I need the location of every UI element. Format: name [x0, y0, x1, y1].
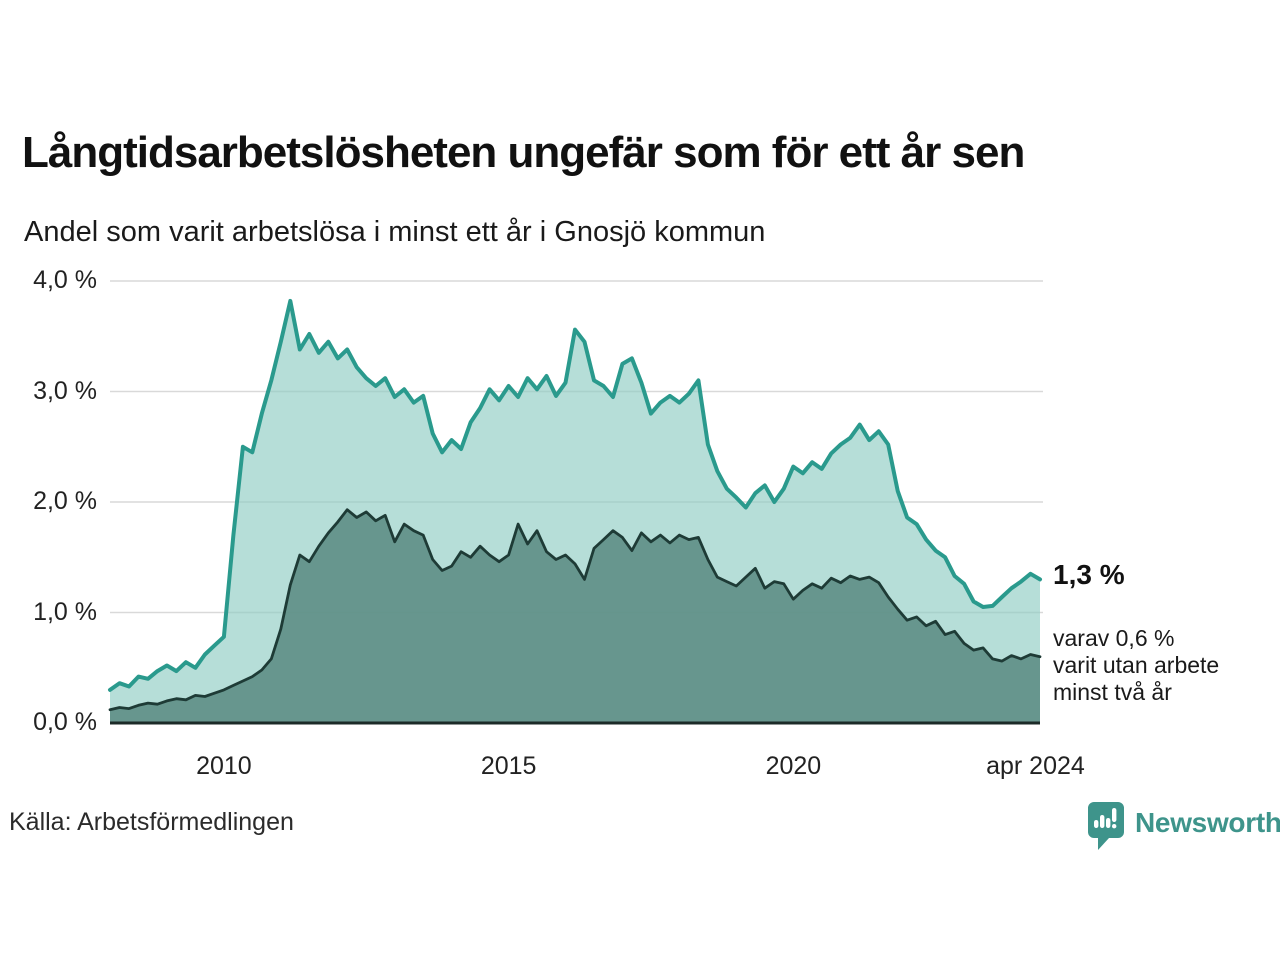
- y-tick-label: 3,0 %: [33, 376, 97, 405]
- area-lower: [110, 509, 1040, 723]
- y-tick-label: 1,0 %: [33, 597, 97, 626]
- line-lower: [108, 508, 1042, 712]
- y-tick-label: 2,0 %: [33, 487, 97, 515]
- bar-3: [1106, 818, 1111, 828]
- line-upper: [108, 298, 1042, 692]
- exclamation-dot: [1112, 824, 1117, 829]
- x-tick-label: 2020: [765, 752, 822, 780]
- y-tick-label: 4,0 %: [33, 266, 97, 294]
- secondary-value-label: varav 0,6 % varit utan arbete minst två …: [1053, 625, 1220, 705]
- x-tick-label: 2015: [480, 752, 537, 780]
- y-tick-label: 0,0 %: [33, 708, 97, 736]
- bar-2: [1100, 815, 1105, 828]
- page-title: Långtidsarbetslösheten ungefär som för e…: [22, 128, 1025, 177]
- newsworthy-bubble-chart-icon: [1088, 802, 1124, 850]
- speech-bubble-shape: [1088, 802, 1124, 850]
- page-subtitle: Andel som varit arbetslösa i minst ett å…: [24, 216, 766, 248]
- x-tick-label: 2010: [196, 752, 252, 780]
- newsworthy-logo: Newsworthy: [1087, 801, 1280, 851]
- exclamation-bar: [1112, 808, 1117, 822]
- brand-wordmark: Newsworthy: [1135, 807, 1280, 838]
- bar-1: [1094, 820, 1099, 828]
- x-tick-label: apr 2024: [986, 752, 1085, 780]
- latest-value-label: 1,3 %: [1053, 559, 1125, 590]
- source-note: Källa: Arbetsförmedlingen: [9, 808, 294, 836]
